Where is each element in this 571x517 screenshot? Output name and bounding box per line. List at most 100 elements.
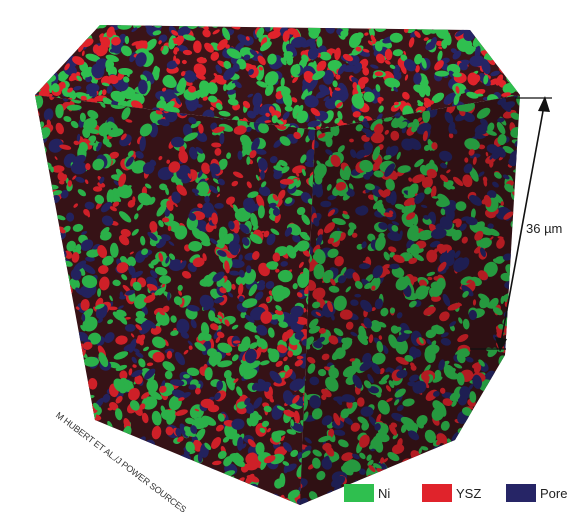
legend-swatch-ni	[344, 484, 374, 502]
phase-grain	[358, 468, 366, 475]
phase-grain	[35, 398, 40, 404]
phase-grain	[55, 288, 65, 297]
phase-grain	[46, 343, 53, 351]
phase-grain	[171, 454, 181, 466]
phase-grain	[273, 502, 285, 505]
phase-grain	[438, 46, 443, 50]
phase-grain	[301, 168, 306, 177]
phase-grain	[58, 329, 74, 345]
phase-grain	[503, 18, 515, 23]
phase-grain	[178, 150, 189, 164]
phase-grain	[489, 159, 494, 168]
phase-grain	[68, 458, 75, 464]
phase-grain	[495, 454, 501, 461]
phase-grain	[453, 363, 463, 369]
phase-grain	[296, 240, 310, 252]
phase-grain	[35, 205, 43, 213]
phase-grain	[290, 419, 295, 427]
phase-grain	[216, 482, 222, 487]
phase-grain	[46, 420, 56, 428]
phase-grain	[200, 398, 215, 409]
phase-grain	[512, 364, 520, 374]
phase-grain	[94, 303, 105, 310]
phase-grain	[57, 386, 71, 398]
phase-grain	[279, 136, 291, 146]
phase-grain	[173, 476, 182, 485]
phase-grain	[394, 25, 404, 28]
phase-grain	[197, 203, 203, 209]
phase-grain	[135, 52, 147, 67]
phase-grain	[104, 140, 112, 148]
phase-grain	[430, 37, 437, 47]
phase-grain	[485, 451, 496, 460]
phase-grain	[65, 37, 74, 44]
phase-grain	[149, 502, 158, 505]
phase-grain	[141, 396, 158, 410]
phase-grain	[118, 173, 127, 187]
phase-grain	[263, 405, 272, 413]
phase-grain	[72, 461, 80, 467]
phase-grain	[87, 378, 98, 390]
phase-grain	[60, 189, 69, 199]
phase-grain	[42, 273, 48, 287]
phase-grain	[48, 93, 53, 98]
phase-grain	[50, 29, 55, 34]
phase-grain	[149, 221, 158, 233]
phase-grain	[47, 258, 57, 272]
phase-grain	[496, 121, 506, 135]
phase-grain	[267, 348, 279, 358]
phase-grain	[140, 462, 146, 468]
phase-grain	[106, 84, 113, 94]
phase-grain	[181, 59, 187, 65]
phase-grain	[118, 211, 132, 223]
phase-grain	[393, 101, 399, 106]
phase-grain	[170, 225, 177, 233]
phase-grain	[71, 364, 81, 371]
phase-grain	[151, 410, 162, 426]
phase-grain	[518, 461, 520, 471]
phase-grain	[388, 246, 397, 253]
phase-grain	[63, 497, 74, 505]
phase-grain	[252, 251, 260, 260]
phase-grain	[241, 443, 247, 449]
phase-grain	[182, 49, 193, 56]
phase-grain	[105, 58, 113, 70]
phase-grain	[114, 408, 123, 421]
phase-grain	[496, 238, 505, 249]
phase-grain	[519, 116, 520, 124]
phase-grain	[503, 419, 513, 426]
phase-grain	[77, 399, 87, 410]
phase-grain	[439, 216, 453, 230]
phase-grain	[272, 208, 281, 216]
phase-grain	[188, 241, 203, 252]
phase-grain	[35, 342, 42, 355]
phase-grain	[336, 102, 343, 108]
phase-grain	[316, 60, 327, 72]
phase-grain	[335, 73, 341, 80]
phase-grain	[53, 351, 67, 362]
phase-grain	[146, 362, 154, 367]
phase-grain	[396, 312, 403, 319]
phase-grain	[385, 146, 391, 156]
phase-grain	[117, 481, 124, 491]
phase-grain	[315, 234, 323, 248]
phase-grain	[519, 394, 530, 407]
phase-grain	[370, 64, 379, 69]
phase-grain	[217, 158, 228, 171]
phase-grain	[418, 229, 433, 241]
phase-grain	[162, 76, 177, 89]
phase-grain	[421, 176, 433, 189]
phase-grain	[394, 399, 400, 406]
phase-grain	[67, 87, 74, 93]
phase-grain	[318, 368, 327, 377]
phase-grain	[327, 237, 335, 244]
phase-grain	[469, 391, 477, 403]
phase-grain	[135, 310, 146, 319]
phase-grain	[147, 231, 158, 241]
phase-grain	[35, 497, 39, 505]
phase-grain	[403, 203, 416, 216]
phase-grain	[296, 292, 303, 298]
phase-grain	[94, 194, 105, 205]
phase-grain	[372, 146, 381, 161]
phase-grain	[96, 464, 104, 471]
